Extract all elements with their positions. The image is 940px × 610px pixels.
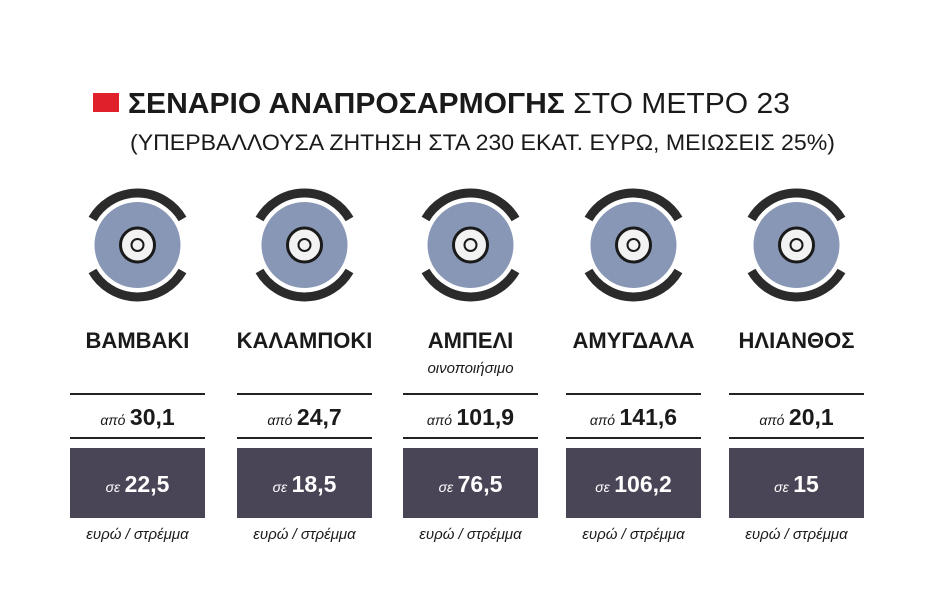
- to-prefix: σε: [439, 479, 454, 495]
- to-number: 22,5: [125, 471, 170, 497]
- subtitle: (ΥΠΕΡΒΑΛΛΟΥΣΑ ΖΗΤΗΣΗ ΣΤΑ 230 ΕΚΑΤ. ΕΥΡΩ,…: [130, 130, 835, 155]
- from-prefix: από: [100, 412, 125, 428]
- icon-arc: [88, 268, 187, 302]
- crop-column: ΗΛΙΑΝΘΟΣ από 20,1 σε 15 ευρώ / στρέμμα: [729, 188, 864, 543]
- unit: ευρώ / στρέμμα: [419, 526, 522, 543]
- from-value: από 141,6: [590, 404, 677, 430]
- crop-column: ΒΑΜΒΑΚΙ από 30,1 σε 22,5 ευρώ / στρέμμα: [70, 188, 205, 543]
- to-value: σε 18,5: [273, 471, 337, 497]
- from-value: από 101,9: [427, 404, 514, 430]
- icon-glyph: [130, 238, 145, 252]
- icon-arc: [421, 268, 520, 302]
- from-prefix: από: [759, 412, 784, 428]
- to-prefix: σε: [774, 479, 789, 495]
- icon-arc: [747, 268, 846, 302]
- from-number: 141,6: [620, 404, 678, 430]
- to-box: [237, 448, 372, 518]
- from-number: 101,9: [457, 404, 515, 430]
- to-box: [70, 448, 205, 518]
- crop-name: ΗΛΙΑΝΘΟΣ: [739, 328, 855, 353]
- from-value: από 30,1: [100, 404, 175, 430]
- icon-glyph: [119, 226, 156, 264]
- unit: ευρώ / στρέμμα: [86, 526, 189, 543]
- crop-name: ΑΜΠΕΛΙ: [428, 328, 514, 353]
- to-number: 15: [793, 471, 819, 497]
- title-rest: ΣΤΟ ΜΕΤΡΟ 23: [573, 88, 790, 120]
- title-marker: [93, 93, 119, 112]
- icon-glyph: [626, 238, 641, 252]
- icon-glyph: [452, 226, 489, 264]
- unit: ευρώ / στρέμμα: [253, 526, 356, 543]
- from-number: 24,7: [297, 404, 342, 430]
- to-value: σε 15: [774, 471, 819, 497]
- icon-glyph: [789, 238, 804, 252]
- icon-arc: [584, 188, 683, 222]
- crop-note: οινοποιήσιμο: [427, 360, 513, 377]
- to-prefix: σε: [106, 479, 121, 495]
- from-value: από 20,1: [759, 404, 834, 430]
- title: ΣΕΝΑΡΙΟ ΑΝΑΠΡΟΣΑΡΜΟΓΗΣ ΣΤΟ ΜΕΤΡΟ 23: [128, 88, 790, 120]
- crop-name: ΚΑΛΑΜΠΟΚΙ: [237, 328, 373, 353]
- unit: ευρώ / στρέμμα: [582, 526, 685, 543]
- to-box: [403, 448, 538, 518]
- crop-name: ΑΜΥΓΔΑΛΑ: [573, 328, 695, 353]
- from-prefix: από: [427, 412, 452, 428]
- to-value: σε 106,2: [595, 471, 672, 497]
- icon-arc: [584, 268, 683, 302]
- from-prefix: από: [590, 412, 615, 428]
- icon-arc: [747, 188, 846, 222]
- icon-glyph: [615, 226, 652, 264]
- to-box: [729, 448, 864, 518]
- crop-column: ΑΜΥΓΔΑΛΑ από 141,6 σε 106,2 ευρώ / στρέμμα: [566, 188, 701, 543]
- to-value: σε 76,5: [439, 471, 503, 497]
- icon-glyph: [286, 226, 323, 264]
- crop-column: ΚΑΛΑΜΠΟΚΙ από 24,7 σε 18,5 ευρώ / στρέμμα: [237, 188, 373, 543]
- from-number: 30,1: [130, 404, 175, 430]
- title-bold: ΣΕΝΑΡΙΟ ΑΝΑΠΡΟΣΑΡΜΟΓΗΣ: [128, 88, 565, 120]
- to-number: 106,2: [614, 471, 672, 497]
- to-number: 18,5: [292, 471, 337, 497]
- icon-glyph: [297, 238, 312, 252]
- icon-arc: [421, 188, 520, 222]
- to-box: [566, 448, 701, 518]
- icon-arc: [255, 188, 354, 222]
- from-prefix: από: [267, 412, 292, 428]
- crop-column: ΑΜΠΕΛΙ οινοποιήσιμο από 101,9 σε 76,5 ευρώ /…: [403, 188, 538, 543]
- crop-name: ΒΑΜΒΑΚΙ: [86, 328, 190, 353]
- icon-glyph: [463, 238, 478, 252]
- unit: ευρώ / στρέμμα: [745, 526, 848, 543]
- to-number: 76,5: [458, 471, 503, 497]
- to-prefix: σε: [595, 479, 610, 495]
- icon-glyph: [778, 226, 815, 264]
- icon-arc: [255, 268, 354, 302]
- from-value: από 24,7: [267, 404, 341, 430]
- from-number: 20,1: [789, 404, 834, 430]
- icon-arc: [88, 188, 187, 222]
- to-prefix: σε: [273, 479, 288, 495]
- to-value: σε 22,5: [106, 471, 170, 497]
